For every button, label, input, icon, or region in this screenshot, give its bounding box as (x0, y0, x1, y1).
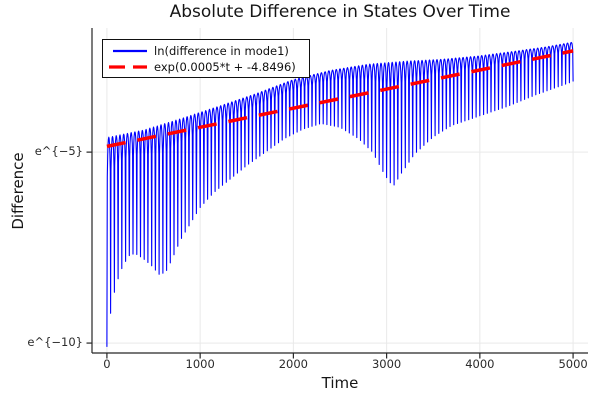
x-tick-label: 4000 (465, 357, 495, 371)
x-tick-label: 1000 (185, 357, 215, 371)
x-tick-label: 2000 (278, 357, 309, 371)
data-series (106, 41, 574, 347)
axes (86, 28, 588, 359)
x-axis-label: Time (321, 374, 359, 392)
x-tick-label: 0 (103, 357, 111, 371)
legend-line-solid-icon (113, 49, 147, 52)
legend-entry: ln(difference in mode1) (107, 43, 305, 58)
y-axis-label: Difference (9, 152, 27, 230)
y-tick-label: e^{−10} (27, 335, 83, 350)
y-tick-label: e^{−5} (34, 144, 83, 159)
legend: ln(difference in mode1) exp(0.0005*t + -… (102, 39, 310, 78)
legend-label: ln(difference in mode1) (154, 43, 289, 58)
x-tick-label: 5000 (558, 357, 588, 371)
legend-label: exp(0.0005*t + -4.8496) (154, 59, 296, 74)
chart-title: Absolute Difference in States Over Time (169, 2, 511, 22)
legend-line-dashed-icon (109, 64, 147, 69)
legend-entry: exp(0.0005*t + -4.8496) (107, 59, 305, 74)
x-tick-label: 3000 (371, 357, 402, 371)
